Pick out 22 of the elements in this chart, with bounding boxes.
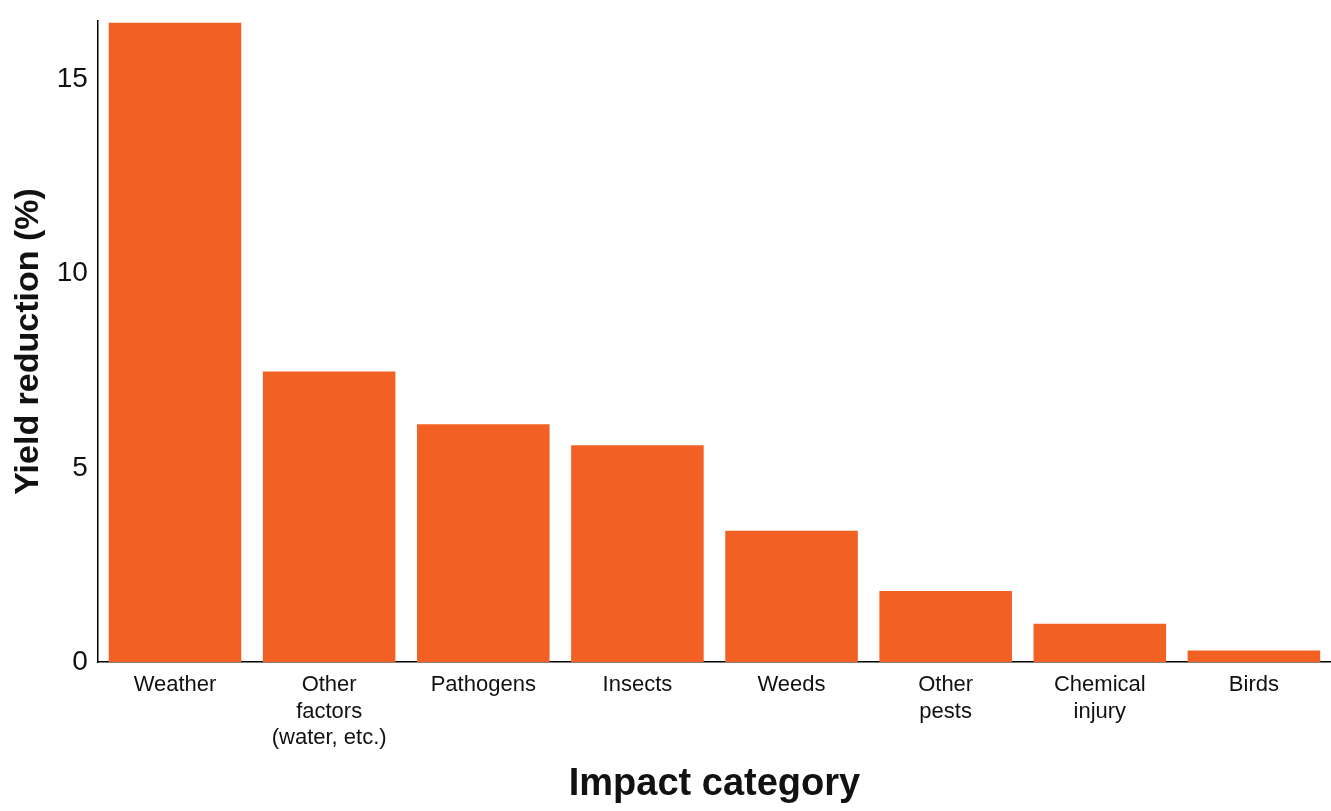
bar <box>571 445 704 663</box>
bar <box>108 22 242 663</box>
x-tick-label: Other pests <box>918 671 974 723</box>
x-tick-label: Weather <box>133 671 217 697</box>
x-tick-label: Chemical injury <box>1053 671 1146 723</box>
x-tick-label: Pathogens <box>430 671 536 697</box>
y-tick-label: 0 <box>72 644 88 676</box>
bar <box>879 591 1012 663</box>
x-axis-title: Impact category <box>568 760 861 803</box>
bar <box>725 530 858 663</box>
bar <box>417 424 550 663</box>
x-tick-label: Birds <box>1228 671 1279 697</box>
y-tick-label: 10 <box>56 256 88 288</box>
y-tick-label: 15 <box>56 61 88 93</box>
x-tick-label: Weeds <box>757 671 826 697</box>
y-axis-title: Yield reduction (%) <box>6 188 45 495</box>
x-tick-label: Other factors (water, etc.) <box>271 671 387 750</box>
bar <box>262 371 396 663</box>
bar <box>1187 650 1321 663</box>
y-tick-label: 5 <box>72 450 88 482</box>
x-tick-label: Insects <box>602 671 673 697</box>
bar <box>1033 623 1167 663</box>
